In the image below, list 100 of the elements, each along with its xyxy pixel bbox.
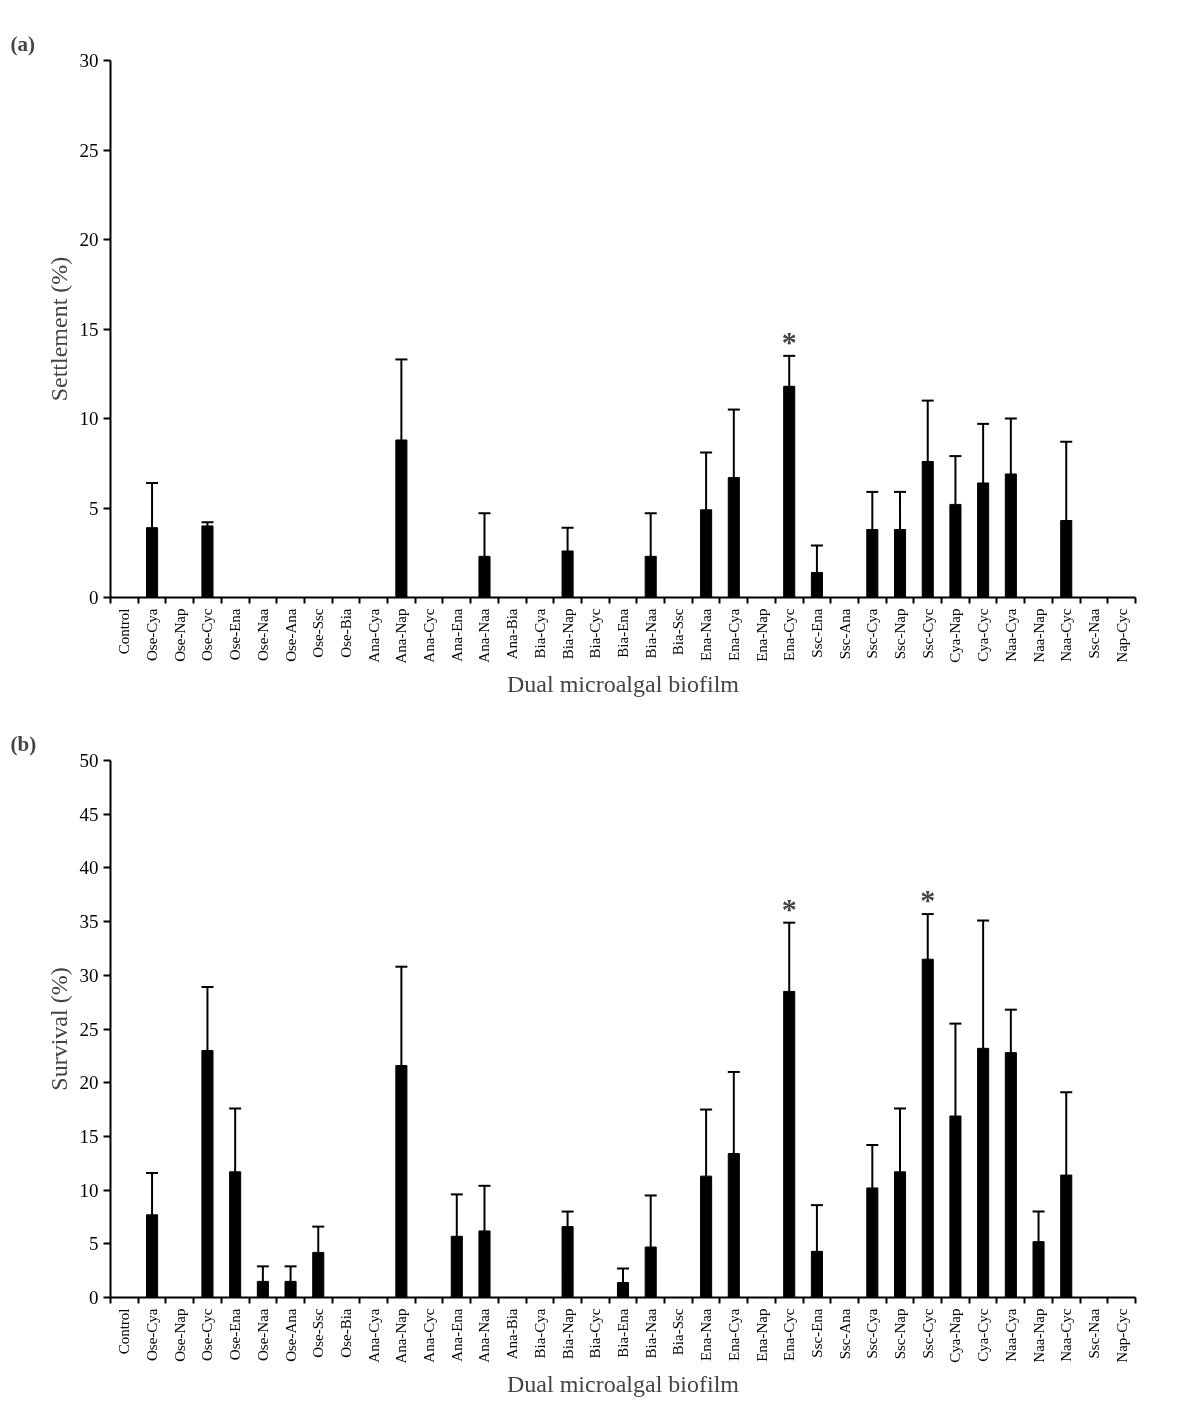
y-tick-label: 15 — [79, 1125, 99, 1147]
y-tick-label: 20 — [79, 229, 99, 250]
x-tick-label: Control — [116, 608, 133, 655]
annotation: * — [781, 324, 797, 358]
x-tick-label: Ose-Bia — [337, 608, 354, 658]
x-tick-label: Ssc-Ena — [808, 608, 825, 658]
y-tick-label: 50 — [79, 750, 99, 771]
x-tick-label: Ana-Ena — [448, 1308, 465, 1362]
x-tick-label: Ena-Naa — [698, 1308, 715, 1361]
x-tick-label: Ssc-Cya — [864, 1308, 881, 1359]
x-tick-label: Ena-Cyc — [781, 1308, 798, 1361]
y-tick-label: 40 — [79, 857, 99, 879]
x-tick-label: Bia-Nap — [559, 608, 576, 660]
x-tick-label: Ose-Cya — [144, 1308, 161, 1361]
x-tick-label: Ose-Cyc — [199, 608, 216, 661]
x-tick-label: Bia-Cyc — [587, 608, 604, 659]
x-tick-label: Naa-Nap — [1030, 1308, 1047, 1363]
y-tick-label: 45 — [79, 803, 99, 825]
y-tick-label: 10 — [79, 1179, 99, 1201]
x-tick-label: Naa-Cyc — [1058, 1308, 1075, 1362]
x-axis-title: Dual microalgal biofilm — [507, 671, 740, 698]
y-tick-label: 10 — [79, 408, 99, 429]
x-tick-label: Ana-Nap — [393, 608, 410, 664]
x-tick-label: Ana-Bia — [504, 608, 521, 660]
x-tick-label: Ose-Bia — [337, 1308, 354, 1358]
x-tick-label: Ssc-Nap — [892, 1308, 909, 1360]
x-tick-label: Bia-Nap — [559, 1308, 576, 1360]
x-tick-label: Cya-Nap — [947, 1308, 964, 1363]
x-tick-label: Cya-Cyc — [975, 1308, 992, 1362]
x-tick-label: Ose-Cyc — [199, 1308, 216, 1361]
x-tick-label: Naa-Cya — [1002, 608, 1019, 662]
x-tick-label: Ose-Cya — [144, 608, 161, 661]
y-axis-title: Settlement (%) — [45, 256, 72, 402]
x-tick-label: Ssc-Cyc — [919, 608, 936, 659]
y-tick-label: 30 — [79, 50, 99, 71]
x-tick-label: Ana-Cyc — [421, 608, 438, 663]
x-tick-label: Bia-Ena — [615, 608, 631, 658]
annotation: * — [781, 891, 797, 925]
x-tick-label: Ssc-Nap — [892, 608, 909, 660]
y-tick-label: 25 — [79, 1018, 99, 1040]
y-tick-label: 15 — [79, 318, 99, 340]
x-tick-label: Ana-Cya — [365, 1308, 382, 1363]
x-tick-label: Ose-Ena — [227, 608, 244, 661]
x-tick-label: Ana-Bia — [504, 1308, 521, 1360]
x-tick-label: Bia-Ena — [615, 1308, 631, 1358]
x-tick-label: Ana-Naa — [476, 1308, 493, 1363]
x-tick-label: Bia-Ssc — [670, 1308, 687, 1356]
y-tick-label: 5 — [89, 1233, 99, 1255]
y-tick-label: 25 — [79, 139, 99, 161]
x-tick-label: Bia-Naa — [642, 1308, 659, 1359]
x-tick-label: Ssc-Naa — [1085, 608, 1102, 659]
x-tick-label: Ssc-Ana — [836, 608, 853, 660]
x-tick-label: Ose-Ena — [227, 1308, 244, 1361]
y-tick-label: 35 — [79, 911, 99, 933]
x-tick-label: Naa-Cyc — [1058, 608, 1075, 662]
x-tick-label: Bia-Cya — [531, 608, 548, 659]
x-tick-label: Ena-Naa — [698, 608, 715, 661]
x-tick-label: Ana-Cya — [365, 608, 382, 663]
x-tick-label: Ana-Cyc — [421, 1308, 438, 1363]
x-tick-label: Nap-Cyc — [1113, 608, 1130, 663]
x-tick-label: Ana-Ena — [448, 608, 465, 662]
x-tick-label: Ena-Nap — [753, 1308, 770, 1362]
x-tick-label: Bia-Naa — [642, 608, 659, 659]
x-tick-label: Ssc-Ena — [808, 1308, 825, 1358]
x-tick-label: Ssc-Naa — [1085, 1308, 1102, 1359]
x-tick-label: Ena-Cya — [725, 608, 742, 661]
y-tick-label: 30 — [79, 964, 99, 986]
x-tick-label: Cya-Nap — [947, 608, 964, 663]
x-tick-label: Nap-Cyc — [1113, 1308, 1130, 1363]
x-tick-label: Ose-Nap — [171, 1308, 188, 1362]
x-tick-label: Ose-Ssc — [310, 608, 327, 658]
x-tick-label: Ose-Naa — [254, 608, 271, 661]
y-tick-label: 0 — [89, 1287, 99, 1308]
x-tick-label: Ose-Nap — [171, 608, 188, 662]
x-tick-label: Ena-Cyc — [781, 608, 798, 661]
x-tick-label: Ssc-Ana — [836, 1308, 853, 1360]
x-tick-label: Ana-Nap — [393, 1308, 410, 1364]
y-axis-title: Survival (%) — [45, 967, 72, 1091]
chart-title: (a) — [10, 31, 35, 56]
x-tick-label: Ana-Naa — [476, 608, 493, 663]
x-tick-label: Bia-Cyc — [587, 1308, 604, 1359]
y-tick-label: 5 — [89, 497, 99, 519]
x-tick-label: Ssc-Cyc — [919, 1308, 936, 1359]
x-tick-label: Ose-Naa — [254, 1308, 271, 1361]
x-tick-label: Bia-Ssc — [670, 608, 687, 656]
x-tick-label: Cya-Cyc — [975, 608, 992, 662]
x-tick-label: Ose-Ssc — [310, 1308, 327, 1358]
x-tick-label: Naa-Cya — [1002, 1308, 1019, 1362]
x-tick-label: Ena-Cya — [725, 1308, 742, 1361]
x-axis-title: Dual microalgal biofilm — [507, 1371, 740, 1398]
x-tick-label: Naa-Nap — [1030, 608, 1047, 663]
x-tick-label: Ose-Ana — [282, 1308, 299, 1362]
chart-title: (b) — [10, 731, 37, 756]
x-tick-label: Ena-Nap — [753, 608, 770, 662]
annotation: * — [920, 883, 936, 917]
y-tick-label: 0 — [89, 587, 99, 608]
x-tick-label: Ose-Ana — [282, 608, 299, 662]
x-tick-label: Ssc-Cya — [864, 608, 881, 659]
y-tick-label: 20 — [79, 1072, 99, 1094]
x-tick-label: Control — [116, 1308, 133, 1355]
